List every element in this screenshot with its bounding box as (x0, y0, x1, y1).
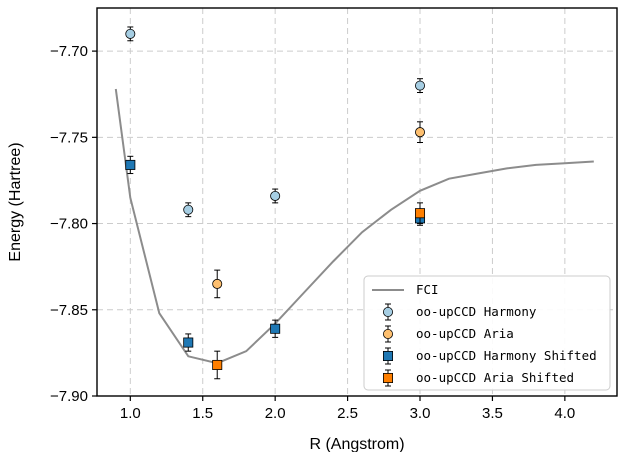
x-axis: 1.0 1.5 2.0 2.5 3.0 3.5 4.0 (120, 396, 575, 422)
y-tick-label: −7.75 (50, 129, 88, 146)
series-oo-upccd-aria (212, 121, 426, 299)
legend-swatch (382, 350, 393, 361)
legend-label: oo-upCCD Harmony (416, 304, 537, 319)
series-fci (114, 88, 594, 365)
x-tick-label: 3.5 (482, 405, 503, 422)
series-layer (114, 26, 594, 380)
data-point (183, 204, 194, 215)
series-oo-upccd-aria-shifted (212, 202, 426, 380)
y-tick-label: −7.80 (50, 216, 88, 233)
series-oo-upccd-harmony (125, 26, 426, 218)
legend-label: FCI (416, 282, 439, 297)
legend-swatch (382, 306, 393, 317)
y-tick-label: −7.90 (50, 388, 88, 405)
legend-label: oo-upCCD Aria (416, 326, 514, 341)
y-tick-label: −7.85 (50, 302, 88, 319)
legend-swatch (382, 372, 393, 383)
legend-label: oo-upCCD Aria Shifted (416, 370, 574, 385)
y-tick-label: −7.70 (50, 43, 88, 60)
x-tick-label: 2.5 (337, 405, 358, 422)
data-point (183, 337, 194, 348)
y-axis-label: Energy (Hartree) (7, 142, 24, 261)
x-tick-label: 1.5 (192, 405, 213, 422)
x-axis-label: R (Angstrom) (309, 436, 404, 452)
plot-frame (96, 7, 618, 397)
data-point (415, 127, 426, 138)
data-point (415, 80, 426, 91)
x-tick-label: 3.0 (410, 405, 431, 422)
data-point (270, 323, 281, 334)
x-tick-label: 4.0 (554, 405, 575, 422)
data-point (270, 190, 281, 201)
x-tick-label: 2.0 (265, 405, 286, 422)
y-axis: −7.70 −7.75 −7.80 −7.85 −7.90 (50, 43, 97, 405)
legend-box (363, 275, 611, 391)
x-tick-label: 1.0 (120, 405, 141, 422)
data-point (212, 359, 223, 370)
fci-line (114, 88, 594, 365)
data-point (125, 28, 136, 39)
data-point (212, 278, 223, 289)
legend-label: oo-upCCD Harmony Shifted (416, 348, 597, 363)
data-point (125, 159, 136, 170)
legend-swatch (382, 328, 393, 339)
data-point (415, 208, 426, 219)
legend: FCI oo-upCCD Harmony oo-upCCD Aria oo-upCCD… (363, 275, 611, 391)
